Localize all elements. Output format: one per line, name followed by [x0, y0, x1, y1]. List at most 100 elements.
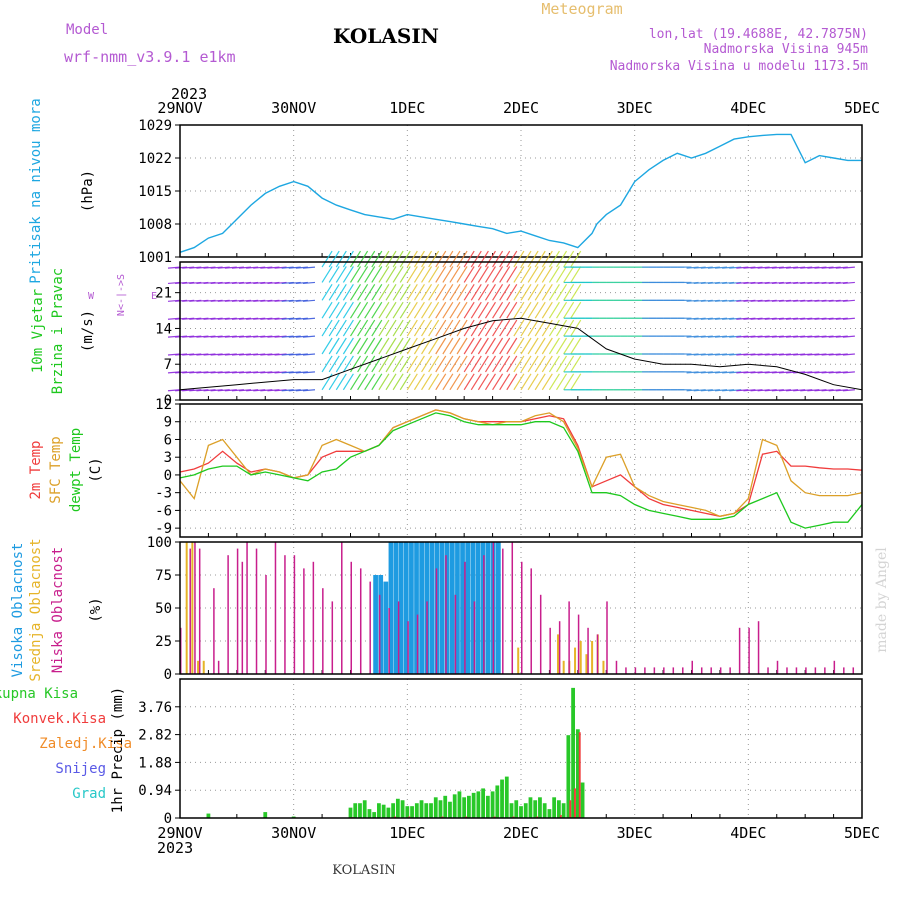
low-cloud-bar — [303, 568, 305, 674]
wind-barb — [570, 373, 582, 391]
wind-barb — [470, 284, 482, 301]
wind-barb — [328, 266, 340, 283]
wind-barb — [428, 337, 440, 355]
wind-barb — [499, 301, 511, 319]
low-cloud-bar — [852, 667, 855, 674]
wind-barb — [527, 250, 539, 268]
wind-barb — [842, 266, 855, 269]
total-precip-bar — [391, 803, 396, 818]
wind-barb — [435, 301, 447, 319]
wind-barb — [364, 266, 376, 283]
low-cloud-bar — [663, 667, 665, 674]
wind-barb — [392, 301, 404, 319]
total-precip-bar — [523, 803, 528, 818]
wind-barb — [302, 353, 316, 356]
wind-barb — [520, 284, 532, 301]
wind-barb — [385, 319, 397, 337]
wind-barb — [527, 301, 539, 319]
low-cloud-bar — [521, 561, 523, 674]
wind-barb — [328, 355, 340, 373]
total-precip-bar — [424, 803, 429, 818]
wind-barb — [428, 250, 440, 268]
high-cloud-bar — [373, 575, 378, 674]
wind-barb — [513, 250, 525, 268]
total-precip-bar — [528, 797, 533, 818]
wind-barb — [413, 373, 425, 391]
conv-precip-bar — [578, 732, 581, 818]
wind-barb — [442, 319, 454, 337]
total-precip-bar — [580, 782, 585, 818]
mid-cloud-bar — [579, 641, 582, 674]
mid-cloud-bar — [517, 647, 520, 674]
wind-barb — [484, 266, 496, 283]
low-cloud-bar — [748, 627, 750, 674]
wind-barb — [506, 250, 518, 268]
wind-barb — [520, 250, 532, 268]
wind-barb — [534, 266, 546, 283]
wind-barb — [442, 284, 454, 301]
y-tick-label: 1.88 — [138, 755, 172, 771]
total-precip-bar — [429, 803, 433, 818]
wind-barb — [378, 250, 390, 268]
low-cloud-bar — [644, 667, 646, 674]
wind-barb — [357, 319, 369, 337]
wind-barb — [513, 319, 525, 337]
wind-barb — [371, 301, 383, 319]
wind-barb — [842, 335, 855, 338]
total-precip-bar — [395, 798, 400, 818]
wind-barb — [335, 284, 347, 301]
wind-barb — [463, 301, 475, 319]
wind-barb — [335, 319, 347, 337]
y-tick-label: 1001 — [138, 250, 172, 266]
wind-barb — [442, 355, 454, 373]
high-cloud-bar — [398, 542, 404, 674]
low-cloud-bar — [341, 542, 343, 674]
wind-barb — [385, 250, 397, 268]
time-label-top: 2DEC — [503, 99, 539, 117]
wind-barb — [449, 250, 461, 268]
wind-barb — [406, 319, 418, 337]
wind-barb — [534, 301, 546, 319]
wind-barb — [556, 337, 568, 355]
wind-barb — [428, 373, 440, 391]
wind-barb — [484, 355, 496, 373]
wind-barb — [399, 250, 411, 268]
wind-barb — [534, 284, 546, 301]
wind-barb — [484, 250, 496, 268]
low-cloud-bar — [369, 581, 371, 674]
cloud-unit: (%) — [88, 597, 104, 622]
wind-barb — [421, 266, 433, 283]
high-cloud-bar — [439, 542, 445, 674]
wind-barb — [470, 319, 482, 337]
wind-barb — [520, 319, 532, 337]
wind-barb — [449, 266, 461, 283]
low-cloud-bar — [483, 555, 485, 674]
wind-barb — [421, 250, 433, 268]
total-precip-bar — [348, 807, 353, 818]
temp-axis-title-3: dewpt Temp — [68, 428, 84, 512]
total-precip-bar — [362, 800, 367, 818]
low-cloud-bar — [814, 667, 817, 674]
pressure-axis-title: Pritisak na nivou mora — [28, 98, 44, 283]
low-cloud-bar — [194, 542, 196, 674]
low-cloud-bar — [464, 561, 466, 674]
y-tick-label: 75 — [155, 568, 172, 584]
y-tick-label: 0 — [164, 468, 172, 484]
wind-barb — [349, 250, 362, 268]
wind-speed-line — [179, 317, 863, 391]
wind-barb — [477, 355, 489, 373]
low-cloud-bar — [198, 548, 201, 674]
precip-legend-4: Grad — [72, 786, 106, 802]
wind-barb — [477, 301, 489, 319]
low-cloud-bar — [767, 667, 769, 674]
total-precip-bar — [372, 812, 377, 818]
wind-barb — [328, 319, 340, 337]
year-bottom: 2023 — [157, 839, 193, 857]
wind-barb — [541, 284, 553, 301]
total-precip-bar — [467, 795, 471, 818]
total-precip-bar — [538, 797, 542, 818]
wind-barb — [520, 301, 532, 319]
low-cloud-bar — [776, 660, 779, 674]
high-cloud-bar — [480, 542, 486, 674]
